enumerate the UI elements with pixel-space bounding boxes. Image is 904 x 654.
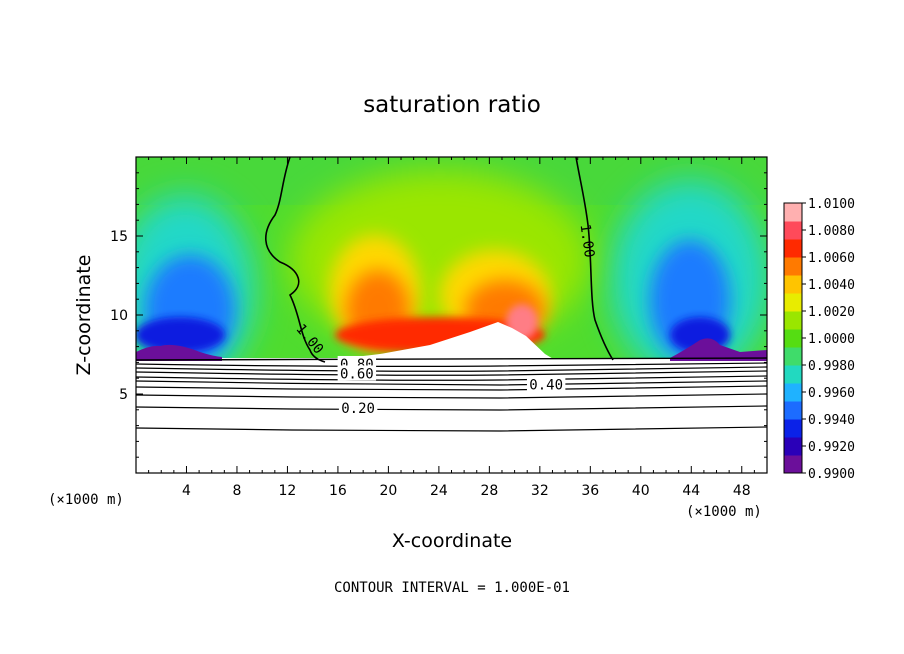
colorbar-swatch-11 (784, 257, 802, 276)
left-deep-blue-region (136, 317, 225, 353)
colorbar: 1.0100 1.0080 1.0060 1.0040 1.0020 1.0000 0.99… (783, 197, 855, 482)
contour-line-0-9 (136, 362, 767, 367)
contour-label-bg-5 (338, 400, 378, 416)
colorbar-swatch-6 (784, 347, 802, 366)
colorbar-label-9: 0.9920 (808, 440, 855, 455)
x-tick-label-2: 12 (279, 483, 297, 499)
x-tick-label-8: 36 (581, 483, 599, 499)
x-tick-label-9: 40 (632, 483, 650, 499)
x-tick-label-7: 32 (531, 483, 549, 499)
contour-line-1-right (575, 157, 614, 361)
x-tick-label-6: 28 (480, 483, 498, 499)
contour-label-0: 1.00 (577, 223, 598, 259)
contour-line-1-left (265, 157, 326, 363)
contour-label-bg-4 (526, 376, 566, 392)
contour-line-0-3 (136, 393, 767, 399)
x-tick-label-11: 48 (733, 483, 751, 499)
saturation-field (136, 157, 767, 473)
colorbar-swatch-9 (784, 293, 802, 312)
y-axis-label: Z-coordinate (73, 255, 95, 376)
colorbar-swatch-0 (784, 455, 802, 474)
colorbar-label-1: 1.0080 (808, 224, 855, 239)
contour-label-5: 0.20 (341, 401, 375, 417)
colorbar-swatch-4 (784, 383, 802, 402)
x-tick-label-1: 8 (232, 483, 241, 499)
colorbar-swatch-7 (784, 329, 802, 348)
contour-line-0-4 (136, 385, 767, 391)
x-tick-label-10: 44 (682, 483, 700, 499)
contour-line-0-5 (136, 380, 767, 386)
colorbar-label-5: 1.0000 (808, 332, 855, 347)
y-tick-label-0: 5 (119, 387, 128, 403)
contour-line-0-1 (136, 426, 767, 432)
colorbar-label-4: 1.0020 (808, 305, 855, 320)
colorbar-label-2: 1.0060 (808, 251, 855, 266)
colorbar-label-10: 0.9900 (808, 467, 855, 482)
colorbar-label-3: 1.0040 (808, 278, 855, 293)
contour-label-group-0: 1.00 (577, 223, 598, 259)
colorbar-swatch-5 (784, 365, 802, 384)
y-tick-label-2: 15 (110, 229, 128, 245)
x-axis-label: X-coordinate (392, 530, 512, 552)
contour-line-1-floor (136, 357, 767, 361)
contour-label-3: 0.60 (340, 366, 374, 382)
contour-label-4: 0.40 (529, 378, 563, 394)
right-boundary-band (670, 338, 767, 362)
x-tick-label-3: 16 (329, 483, 347, 499)
contour-interval-note: CONTOUR INTERVAL = 1.000E-01 (334, 580, 570, 596)
colorbar-label-0: 1.0100 (808, 197, 855, 212)
x-axis-ticks: 4 8 12 16 20 24 28 32 36 40 44 48 (148, 157, 755, 499)
colorbar-label-6: 0.9980 (808, 359, 855, 374)
colorbar-swatch-12 (784, 239, 802, 258)
colorbar-label-7: 0.9960 (808, 386, 855, 401)
contour-label-group-3: 0.60 (337, 365, 377, 382)
colorbar-swatch-2 (784, 419, 802, 438)
contour-label-group-5: 0.20 (338, 400, 378, 417)
y-axis-ticks: 5 10 15 (110, 172, 767, 458)
colorbar-swatch-10 (784, 275, 802, 294)
x-tick-label-4: 20 (379, 483, 397, 499)
contour-label-group-4: 0.40 (526, 376, 566, 394)
x-axis-unit-right: (×1000 m) (686, 504, 762, 520)
left-boundary-band (136, 344, 222, 362)
colorbar-swatch-8 (784, 311, 802, 330)
x-tick-label-0: 4 (182, 483, 191, 499)
x-tick-label-5: 24 (430, 483, 448, 499)
contour-line-0-6 (136, 375, 767, 381)
unsaturated-white-zone (330, 322, 555, 360)
contour-line-0-8 (136, 366, 767, 372)
colorbar-label-8: 0.9940 (808, 413, 855, 428)
contour-label-bg-3 (337, 365, 377, 381)
colorbar-swatch-14 (784, 203, 802, 222)
contour-line-0-7 (136, 370, 767, 376)
x-axis-unit-left: (×1000 m) (48, 492, 124, 508)
y-tick-label-1: 10 (110, 308, 128, 324)
colorbar-swatch-1 (784, 437, 802, 456)
colorbar-swatch-3 (784, 401, 802, 420)
chart-title: saturation ratio (363, 92, 541, 118)
colorbar-swatch-13 (784, 221, 802, 240)
contour-line-0-2 (136, 405, 767, 411)
